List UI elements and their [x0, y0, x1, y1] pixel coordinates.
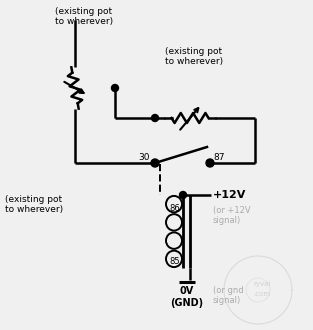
Text: 86: 86 [169, 204, 180, 213]
Text: 30: 30 [138, 152, 150, 161]
Text: (existing pot
to wherever): (existing pot to wherever) [55, 7, 113, 26]
Text: 85: 85 [169, 257, 180, 266]
Text: (or gnd
signal): (or gnd signal) [213, 286, 244, 305]
Circle shape [151, 159, 159, 167]
Circle shape [151, 115, 158, 121]
Text: .com: .com [254, 291, 270, 297]
Text: (or +12V
signal): (or +12V signal) [213, 206, 251, 225]
Circle shape [206, 159, 214, 167]
Text: 0V
(GND): 0V (GND) [171, 286, 203, 308]
Text: (existing pot
to wherever): (existing pot to wherever) [5, 195, 63, 215]
Circle shape [179, 191, 187, 199]
Text: +12V: +12V [213, 190, 246, 200]
Text: (existing pot
to wherever): (existing pot to wherever) [165, 47, 223, 66]
Circle shape [111, 84, 119, 91]
Text: ryval: ryval [253, 281, 271, 287]
Text: 87: 87 [213, 152, 224, 161]
